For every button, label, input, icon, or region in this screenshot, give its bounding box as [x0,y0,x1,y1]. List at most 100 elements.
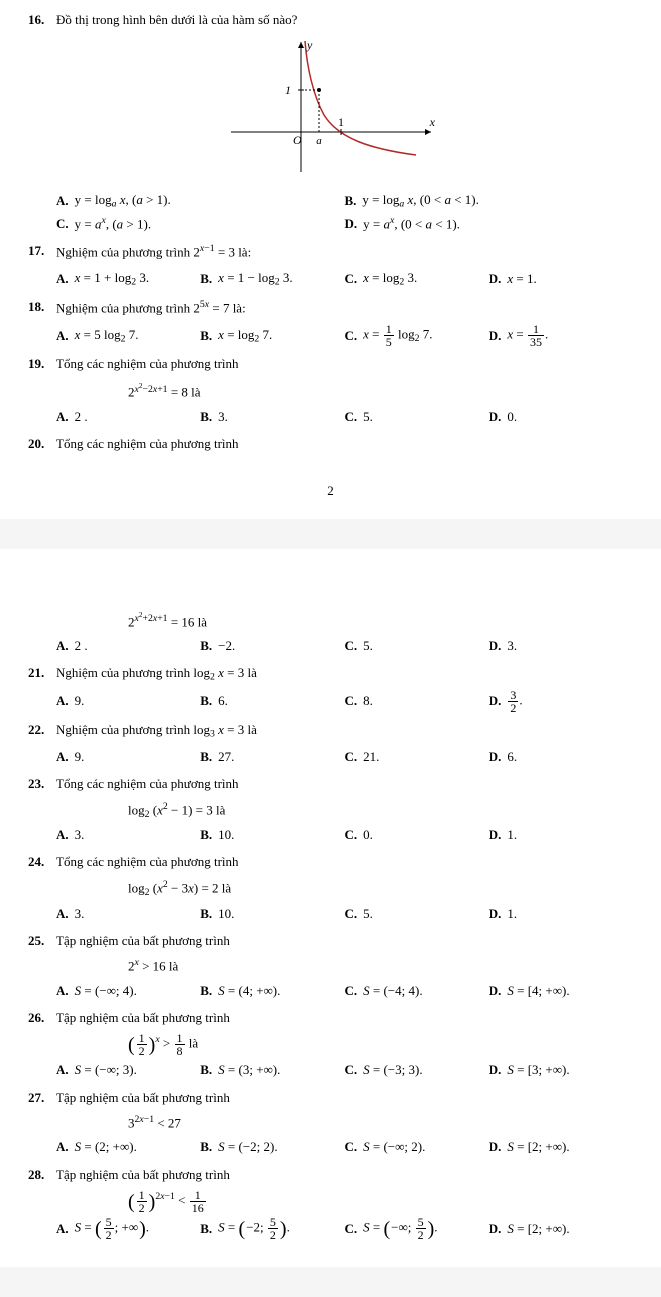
q28-B-text: S = (−2; 52). [218,1216,290,1241]
q21-text: Nghiệm của phương trình log2 x = 3 là [56,663,633,685]
q19-text: Tổng các nghiệm của phương trình [56,354,633,375]
question-27: 27. Tập nghiệm của bất phương trình [28,1088,633,1109]
q16-D: D.y = ax, (0 < a < 1). [345,213,634,235]
q16-B: B.y = loga x, (0 < a < 1). [345,189,634,213]
q21-choices: A.9. B.6. C.8. D.32. [28,689,633,714]
question-20: 20. Tổng các nghiệm của phương trình [28,434,633,455]
q20-num: 20. [28,434,56,455]
q26-D: D.S = [3; +∞). [489,1059,633,1081]
q23-C: C.0. [345,824,489,846]
q22-D: D.6. [489,746,633,768]
q27-num: 27. [28,1088,56,1109]
q17-C: C.x = log2 3. [345,267,489,291]
q18-C-text: x = 15 log2 7. [363,323,432,348]
q24-B-text: 10. [218,903,234,925]
question-26: 26. Tập nghiệm của bất phương trình [28,1008,633,1029]
q20-A: A.2 . [56,635,200,657]
q26-eq: (12)x > 18 là [28,1032,633,1057]
q21-D-text: 32. [507,689,522,714]
q23-choices: A.3. B.10. C.0. D.1. [28,824,633,846]
q28-A: A.S = (52; +∞). [56,1216,200,1241]
q23-C-text: 0. [363,824,373,846]
svg-text:1: 1 [285,83,291,97]
q26-num: 26. [28,1008,56,1029]
q27-D-text: S = [2; +∞). [507,1136,569,1158]
q18-choices: A.x = 5 log2 7. B.x = log2 7. C.x = 15 l… [28,323,633,348]
q22-A: A.9. [56,746,200,768]
q27-eq: 32x−1 < 27 [28,1112,633,1134]
q27-B-text: S = (−2; 2). [218,1136,277,1158]
q26-D-text: S = [3; +∞). [507,1059,569,1081]
q19-A: A.2 . [56,406,200,428]
q19-C-text: 5. [363,406,373,428]
svg-text:a: a [316,135,322,147]
q24-text: Tổng các nghiệm của phương trình [56,852,633,873]
q24-A-text: 3. [75,903,85,925]
q25-C: C.S = (−4; 4). [345,980,489,1002]
question-21: 21. Nghiệm của phương trình log2 x = 3 l… [28,663,633,685]
q23-D: D.1. [489,824,633,846]
q18-D-text: x = 135. [507,323,548,348]
question-22: 22. Nghiệm của phương trình log3 x = 3 l… [28,720,633,742]
q25-choices: A.S = (−∞; 4). B.S = (4; +∞). C.S = (−4;… [28,980,633,1002]
q20-text: Tổng các nghiệm của phương trình [56,434,633,455]
q23-A: A.3. [56,824,200,846]
q18-B: B.x = log2 7. [200,323,344,348]
q17-A-text: x = 1 + log2 3. [75,267,149,291]
q20-B: B.−2. [200,635,344,657]
q23-num: 23. [28,774,56,795]
q19-D-text: 0. [507,406,517,428]
q25-eq: 2x > 16 là [28,955,633,977]
q28-B: B.S = (−2; 52). [200,1216,344,1241]
q28-D: D.S = [2; +∞). [489,1216,633,1241]
q25-A-text: S = (−∞; 4). [75,980,137,1002]
q26-B-text: S = (3; +∞). [218,1059,280,1081]
q28-C: C.S = (−∞; 52). [345,1216,489,1241]
q28-choices: A.S = (52; +∞). B.S = (−2; 52). C.S = (−… [28,1216,633,1241]
question-17: 17. Nghiệm của phương trình 2x−1 = 3 là: [28,241,633,263]
q22-C: C.21. [345,746,489,768]
page-2: 2x2+2x+1 = 16 là A.2 . B.−2. C.5. D.3. 2… [0,549,661,1268]
q21-B: B.6. [200,689,344,714]
q21-A: A.9. [56,689,200,714]
svg-text:y: y [306,38,313,52]
q16-text: Đồ thị trong hình bên dưới là của hàm số… [56,10,633,31]
q17-A: A.x = 1 + log2 3. [56,267,200,291]
q17-text: Nghiệm của phương trình 2x−1 = 3 là: [56,241,633,263]
q18-C: C.x = 15 log2 7. [345,323,489,348]
q23-A-text: 3. [75,824,85,846]
page-1: 16. Đồ thị trong hình bên dưới là của hà… [0,0,661,519]
q24-C-text: 5. [363,903,373,925]
q20-B-text: −2. [218,635,235,657]
q17-C-text: x = log2 3. [363,267,417,291]
question-25: 25. Tập nghiệm của bất phương trình [28,931,633,952]
q17-choices: A.x = 1 + log2 3. B.x = 1 − log2 3. C.x … [28,267,633,291]
q28-C-text: S = (−∞; 52). [363,1216,437,1241]
q20-C: C.5. [345,635,489,657]
q21-D: D.32. [489,689,633,714]
q22-B-text: 27. [218,746,234,768]
q22-text: Nghiệm của phương trình log3 x = 3 là [56,720,633,742]
question-16: 16. Đồ thị trong hình bên dưới là của hà… [28,10,633,31]
question-24: 24. Tổng các nghiệm của phương trình [28,852,633,873]
q16-choices: A.y = loga x, (a > 1). B.y = loga x, (0 … [28,189,633,235]
q23-B-text: 10. [218,824,234,846]
question-18: 18. Nghiệm của phương trình 25x = 7 là: [28,297,633,319]
q25-D: D.S = [4; +∞). [489,980,633,1002]
q23-D-text: 1. [507,824,517,846]
q28-D-text: S = [2; +∞). [507,1218,569,1240]
graph-svg: 11aOxy [221,37,441,177]
q19-choices: A.2 . B.3. C.5. D.0. [28,406,633,428]
q18-text: Nghiệm của phương trình 25x = 7 là: [56,297,633,319]
q19-num: 19. [28,354,56,375]
q27-A-text: S = (2; +∞). [75,1136,137,1158]
q19-B-text: 3. [218,406,228,428]
q16-B-text: y = loga x, (0 < a < 1). [362,189,478,213]
question-23: 23. Tổng các nghiệm của phương trình [28,774,633,795]
q21-A-text: 9. [75,690,85,712]
q24-num: 24. [28,852,56,873]
q16-A: A.y = loga x, (a > 1). [56,189,345,213]
q21-C-text: 8. [363,690,373,712]
q23-eq: log2 (x2 − 1) = 3 là [28,799,633,822]
q26-C-text: S = (−3; 3). [363,1059,422,1081]
